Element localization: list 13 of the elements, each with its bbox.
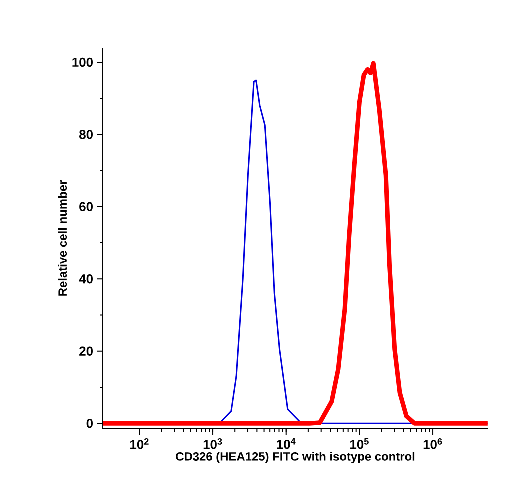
x-tick-label: 10$^{3}$ — [204, 438, 222, 450]
y-tick-label: 100 — [72, 58, 93, 68]
x-tick-label: 10$^{6}$ — [424, 438, 442, 450]
y-axis-title: Relative cell number — [58, 180, 68, 296]
y-tick-label: 80 — [80, 130, 93, 140]
y-tick-label: 20 — [80, 346, 93, 356]
x-tick-label: 10$^{2}$ — [130, 438, 149, 450]
x-tick-label: 10$^{4}$ — [277, 438, 296, 450]
y-tick-label: 40 — [79, 274, 93, 284]
x-tick-label: 10$^{5}$ — [350, 438, 369, 450]
y-tick-label: 0 — [86, 418, 93, 428]
x-axis-title: CD326 (HEA125) FITC with isotype control — [176, 452, 415, 464]
y-tick-label: 60 — [80, 202, 93, 212]
